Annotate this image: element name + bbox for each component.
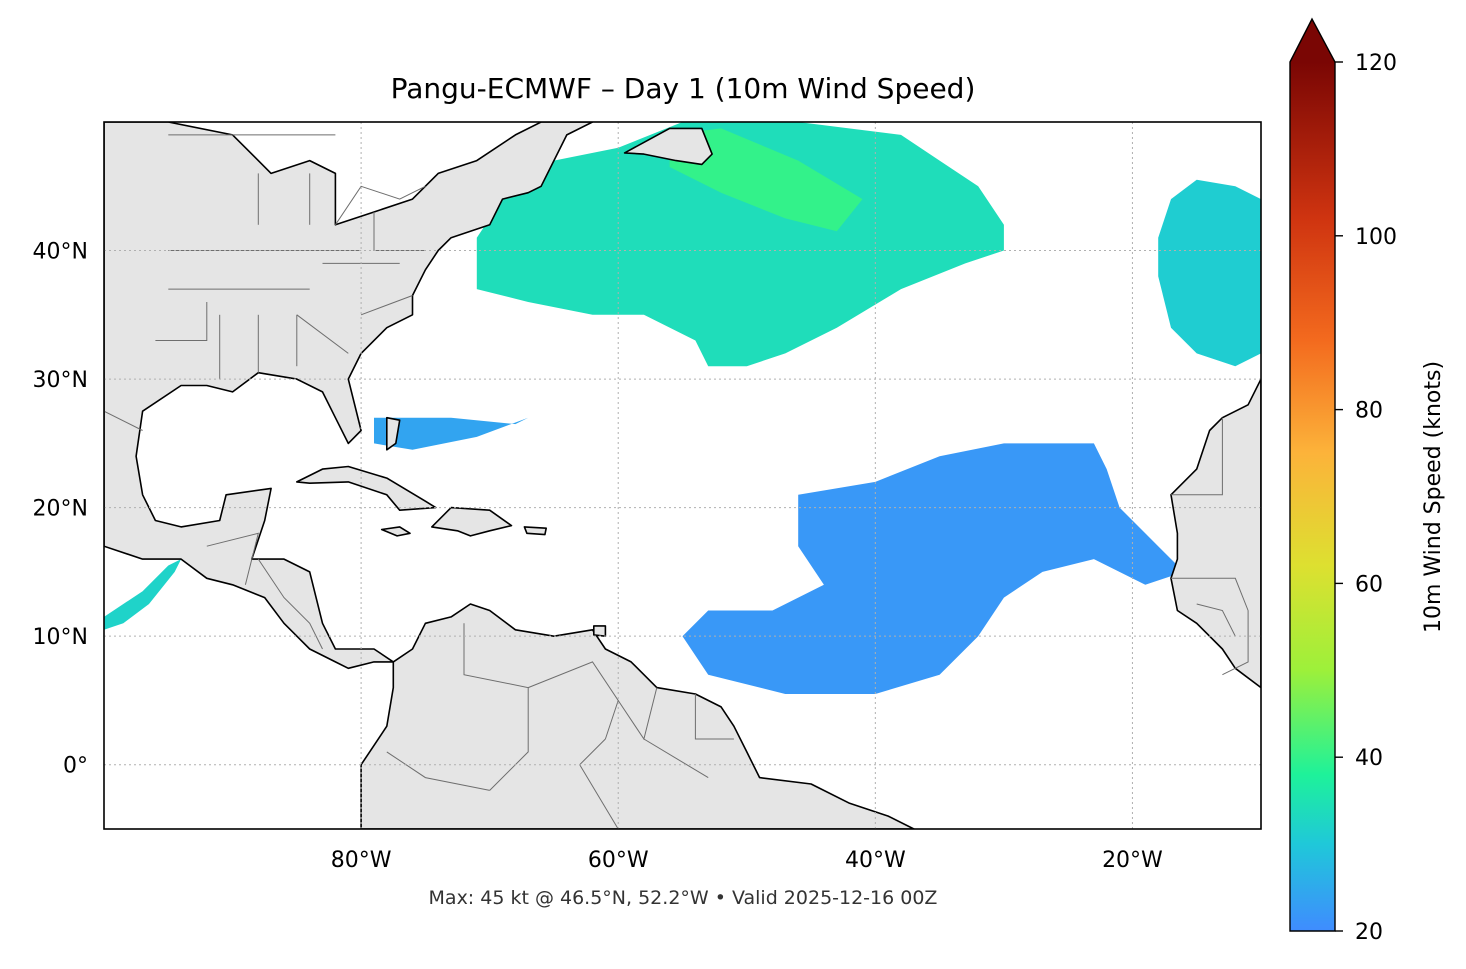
wind-field-ne-atlantic	[1158, 179, 1261, 367]
colorbar-label: 10m Wind Speed (knots)	[1421, 361, 1446, 633]
wind-field-central-atlantic-trades	[682, 443, 1184, 694]
lat-tick-label: 10°N	[33, 625, 88, 650]
land-newfoundland	[623, 127, 713, 166]
border-line	[1171, 417, 1223, 496]
colorbar-tick-label: 60	[1355, 572, 1383, 597]
lon-tick-label: 60°W	[588, 848, 649, 873]
colorbar-outline	[1289, 17, 1336, 932]
border-line	[257, 558, 323, 650]
border-line	[386, 751, 490, 791]
wind-field-nw-atlantic-jet	[476, 122, 1004, 367]
land-north-america	[104, 122, 594, 670]
land-puerto-rico	[523, 526, 548, 536]
wind-field-pacific-gap-wind	[104, 559, 182, 630]
border-line	[1222, 610, 1249, 676]
border-line	[155, 302, 208, 341]
land-jamaica	[380, 526, 411, 537]
colorbar-tick-label: 40	[1355, 746, 1383, 771]
lat-tick-label: 30°N	[33, 368, 88, 393]
latitude-ticks: 40°N 30°N 20°N 10°N 0°	[33, 240, 88, 779]
map-panel: 80°W 60°W 40°W 20°W 40°N 30°N 20°N 10°N 0°	[33, 121, 1262, 873]
land-hispaniola	[430, 506, 513, 537]
border-line	[296, 314, 349, 354]
wind-field-nw-atlantic-core	[669, 128, 863, 232]
colorbar-tick-label: 20	[1355, 920, 1383, 945]
lat-tick-label: 20°N	[33, 497, 88, 522]
border-line	[528, 661, 619, 740]
lon-tick-label: 40°W	[845, 848, 906, 873]
wind-speed-layer	[104, 122, 1261, 694]
land-florida-keys-islands	[385, 416, 401, 451]
border-line	[206, 532, 259, 585]
map-frame	[103, 121, 1262, 830]
border-line	[334, 185, 426, 226]
colorbar-tick-label: 100	[1355, 225, 1397, 250]
land-trinidad	[592, 625, 607, 638]
colorbar-tick-label: 120	[1355, 51, 1397, 76]
lat-tick-label: 0°	[63, 754, 88, 779]
lon-tick-label: 20°W	[1102, 848, 1163, 873]
border-line	[1196, 603, 1236, 637]
colorbar-tick-label: 80	[1355, 399, 1383, 424]
colorbar-ticks: 20 40 60 80 100 120	[1335, 51, 1397, 945]
footer-caption: Max: 45 kt @ 46.5°N, 52.2°W • Valid 2025…	[429, 887, 938, 909]
land-south-america	[360, 603, 915, 829]
border-line	[694, 694, 734, 740]
longitude-ticks: 80°W 60°W 40°W 20°W	[331, 848, 1163, 873]
colorbar-gradient	[1290, 62, 1335, 931]
lat-tick-label: 40°N	[33, 240, 88, 265]
wind-field-bahamas-jet	[374, 417, 529, 450]
colorbar-extend-arrow	[1290, 19, 1335, 62]
border-line	[1171, 577, 1249, 611]
land-layer	[104, 122, 1261, 829]
border-line	[360, 295, 413, 316]
colorbar: 20 40 60 80 100 120 10m Wind Speed (knots)	[1289, 17, 1446, 945]
land-africa	[1170, 378, 1261, 689]
chart-title: Pangu-ECMWF – Day 1 (10m Wind Speed)	[391, 72, 976, 105]
lon-tick-label: 80°W	[331, 848, 392, 873]
border-line	[643, 738, 709, 779]
